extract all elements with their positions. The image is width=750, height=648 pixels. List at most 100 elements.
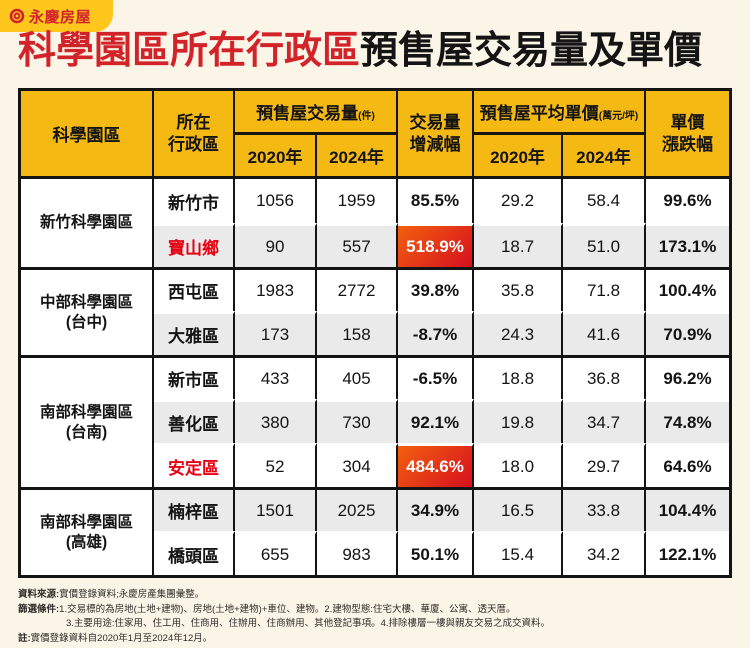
value-cell: 90	[235, 223, 317, 267]
district-cell: 楠梓區	[154, 487, 235, 531]
value-cell: 41.6	[563, 311, 647, 355]
note-filter-2: 3.主要用途:住家用、住工用、住商用、住辦用、住商辦用、其他登記事項。4.排除樓…	[18, 617, 734, 632]
header-price: 預售屋平均單價(萬元/坪)	[474, 91, 647, 135]
district-cell: 善化區	[154, 399, 235, 443]
value-cell: 34.2	[563, 531, 647, 575]
value-cell: 304	[317, 443, 399, 487]
district-cell: 寶山鄉	[154, 223, 235, 267]
table-row: 南部科學園區 (高雄) 楠梓區 1501 2025 34.9% 16.5 33.8 104.4…	[21, 487, 730, 575]
value-cell: 405	[317, 355, 399, 399]
change-cell: 39.8%	[398, 267, 475, 311]
district-cell: 西屯區	[154, 267, 235, 311]
header-volume-label: 預售屋交易量	[256, 104, 359, 123]
header-volume: 預售屋交易量(件)	[235, 91, 399, 135]
district-cell: 新市區	[154, 355, 235, 399]
value-cell: 58.4	[563, 179, 647, 223]
change-cell: 85.5%	[398, 179, 475, 223]
table-row: 橋頭區 655 983 50.1% 15.4 34.2 122.1%	[21, 531, 730, 575]
pchange-cell: 70.9%	[646, 311, 730, 355]
pchange-cell: 173.1%	[646, 223, 730, 267]
note-filter-text-2: 3.主要用途:住家用、住工用、住商用、住辦用、住商辦用、其他登記事項。4.排除樓…	[66, 618, 550, 629]
value-cell: 29.7	[563, 443, 647, 487]
header-volume-unit: (件)	[358, 111, 375, 122]
district-cell: 新竹市	[154, 179, 235, 223]
note-filter-label: 篩選條件:	[18, 603, 60, 615]
header-price-unit: (萬元/坪)	[598, 111, 639, 122]
table-row: 寶山鄉 90 557 518.9% 18.7 51.0 173.1%	[21, 223, 730, 267]
change-cell: 518.9%	[398, 223, 475, 267]
value-cell: 173	[235, 311, 317, 355]
value-cell: 380	[235, 399, 317, 443]
table-row: 中部科學園區 (台中) 西屯區 1983 2772 39.8% 35.8 71.8 100.4…	[21, 267, 730, 355]
value-cell: 1959	[317, 179, 399, 223]
note-remark-text: 實價登錄資料自2020年1月至2024年12月。	[30, 632, 213, 644]
header-year-2024-price: 2024年	[563, 135, 647, 179]
value-cell: 557	[317, 223, 399, 267]
value-cell: 1501	[235, 487, 317, 531]
value-cell: 18.0	[474, 443, 564, 487]
data-table: 科學園區 所在 行政區 預售屋交易量(件) 交易量 增減幅 預售屋平均單價(萬元…	[18, 88, 733, 578]
value-cell: 16.5	[474, 487, 564, 531]
header-price-label: 預售屋平均單價	[479, 104, 599, 123]
value-cell: 18.8	[474, 355, 564, 399]
header-park: 科學園區	[21, 91, 154, 179]
table-row: 南部科學園區 (台南) 新市區 433 405 -6.5% 18.8 36.8 96.2%	[21, 355, 730, 487]
value-cell: 36.8	[563, 355, 647, 399]
value-cell: 52	[235, 443, 317, 487]
value-cell: 2772	[317, 267, 399, 311]
note-remark-label: 註:	[18, 632, 31, 644]
header-year-2020-volume: 2020年	[235, 135, 317, 179]
pchange-cell: 74.8%	[646, 399, 730, 443]
value-cell: 730	[317, 399, 399, 443]
footer-notes: 資料來源:實價登錄資料;永慶房產集團彙整。 篩選條件:1.交易標的為房地(土地+…	[18, 588, 734, 646]
pchange-cell: 104.4%	[646, 487, 730, 531]
pchange-cell: 122.1%	[646, 531, 730, 575]
value-cell: 71.8	[563, 267, 647, 311]
change-cell: -8.7%	[398, 311, 475, 355]
header-year-2020-price: 2020年	[474, 135, 564, 179]
note-filter-1: 篩選條件:1.交易標的為房地(土地+建物)、房地(土地+建物)+車位、建物。2.…	[18, 603, 734, 618]
park-cell: 中部科學園區 (台中)	[21, 267, 154, 355]
header-year-2024-volume: 2024年	[317, 135, 399, 179]
value-cell: 35.8	[474, 267, 564, 311]
district-cell: 大雅區	[154, 311, 235, 355]
change-cell: -6.5%	[398, 355, 475, 399]
pchange-cell: 99.6%	[646, 179, 730, 223]
header-district: 所在 行政區	[154, 91, 235, 179]
district-cell: 橋頭區	[154, 531, 235, 575]
table-row: 新竹科學園區 新竹市 1056 1959 85.5% 29.2 58.4 99.6%	[21, 179, 730, 267]
brand-logo-text: 永慶房屋	[29, 8, 92, 26]
brand-logo-icon	[9, 8, 25, 24]
change-cell: 484.6%	[398, 443, 475, 487]
table-row: 善化區 380 730 92.1% 19.8 34.7 74.8%	[21, 399, 730, 443]
note-source-text: 實價登錄資料;永慶房產集團彙整。	[59, 589, 205, 600]
table-row: 大雅區 173 158 -8.7% 24.3 41.6 70.9%	[21, 311, 730, 355]
park-cell: 新竹科學園區	[21, 179, 154, 267]
note-source: 資料來源:實價登錄資料;永慶房產集團彙整。	[18, 588, 734, 603]
park-cell: 南部科學園區 (台南)	[21, 355, 154, 487]
change-cell: 92.1%	[398, 399, 475, 443]
brand-tab: 永慶房屋	[0, 0, 113, 32]
title-rest: 預售屋交易量及單價	[360, 30, 703, 72]
value-cell: 29.2	[474, 179, 564, 223]
note-remark: 註:實價登錄資料自2020年1月至2024年12月。	[18, 632, 734, 647]
value-cell: 1983	[235, 267, 317, 311]
value-cell: 19.8	[474, 399, 564, 443]
value-cell: 158	[317, 311, 399, 355]
value-cell: 33.8	[563, 487, 647, 531]
header-price-change: 單價 漲跌幅	[646, 91, 730, 179]
note-filter-text-1: 1.交易標的為房地(土地+建物)、房地(土地+建物)+車位、建物。2.建物型態:…	[59, 603, 516, 615]
pchange-cell: 96.2%	[646, 355, 730, 399]
pchange-cell: 64.6%	[646, 443, 730, 487]
change-cell: 50.1%	[398, 531, 475, 575]
pchange-cell: 100.4%	[646, 267, 730, 311]
change-cell: 34.9%	[398, 487, 475, 531]
value-cell: 1056	[235, 179, 317, 223]
title-highlight: 科學園區所在行政區	[18, 30, 361, 72]
value-cell: 15.4	[474, 531, 564, 575]
value-cell: 34.7	[563, 399, 647, 443]
value-cell: 655	[235, 531, 317, 575]
page-title: 科學園區所在行政區預售屋交易量及單價	[18, 30, 732, 74]
note-source-label: 資料來源:	[18, 589, 60, 600]
